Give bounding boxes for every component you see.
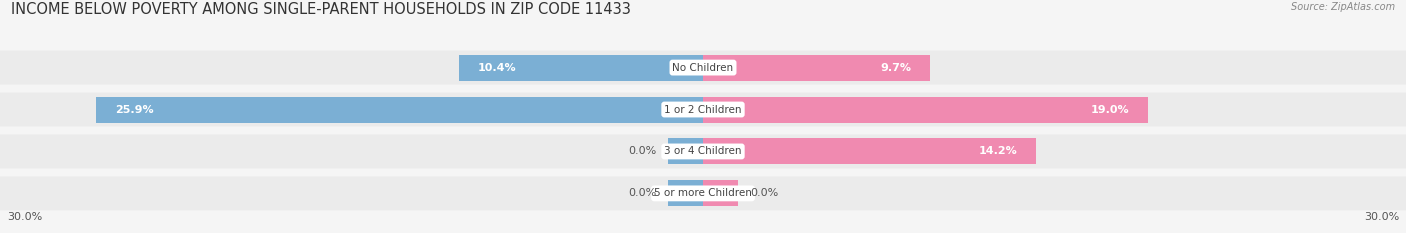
Bar [96, 96, 703, 123]
FancyBboxPatch shape [0, 134, 1406, 168]
Text: 10.4%: 10.4% [478, 63, 516, 72]
Text: 30.0%: 30.0% [1364, 212, 1399, 222]
Bar [668, 138, 703, 164]
Text: 9.7%: 9.7% [880, 63, 911, 72]
Bar [703, 96, 1149, 123]
Text: 0.0%: 0.0% [628, 147, 657, 156]
Bar [703, 138, 1036, 164]
FancyBboxPatch shape [0, 93, 1406, 127]
Text: 0.0%: 0.0% [628, 188, 657, 198]
Text: INCOME BELOW POVERTY AMONG SINGLE-PARENT HOUSEHOLDS IN ZIP CODE 11433: INCOME BELOW POVERTY AMONG SINGLE-PARENT… [11, 2, 631, 17]
Text: 19.0%: 19.0% [1091, 105, 1129, 114]
Text: 30.0%: 30.0% [7, 212, 42, 222]
FancyBboxPatch shape [0, 176, 1406, 210]
Bar [668, 180, 703, 206]
Text: 0.0%: 0.0% [749, 188, 778, 198]
Text: 3 or 4 Children: 3 or 4 Children [664, 147, 742, 156]
Text: 1 or 2 Children: 1 or 2 Children [664, 105, 742, 114]
Bar [703, 55, 931, 81]
Text: 5 or more Children: 5 or more Children [654, 188, 752, 198]
Text: 14.2%: 14.2% [979, 147, 1017, 156]
Text: No Children: No Children [672, 63, 734, 72]
FancyBboxPatch shape [0, 51, 1406, 85]
Bar [703, 180, 738, 206]
Text: 25.9%: 25.9% [115, 105, 153, 114]
Text: Source: ZipAtlas.com: Source: ZipAtlas.com [1291, 2, 1395, 12]
Bar [460, 55, 703, 81]
